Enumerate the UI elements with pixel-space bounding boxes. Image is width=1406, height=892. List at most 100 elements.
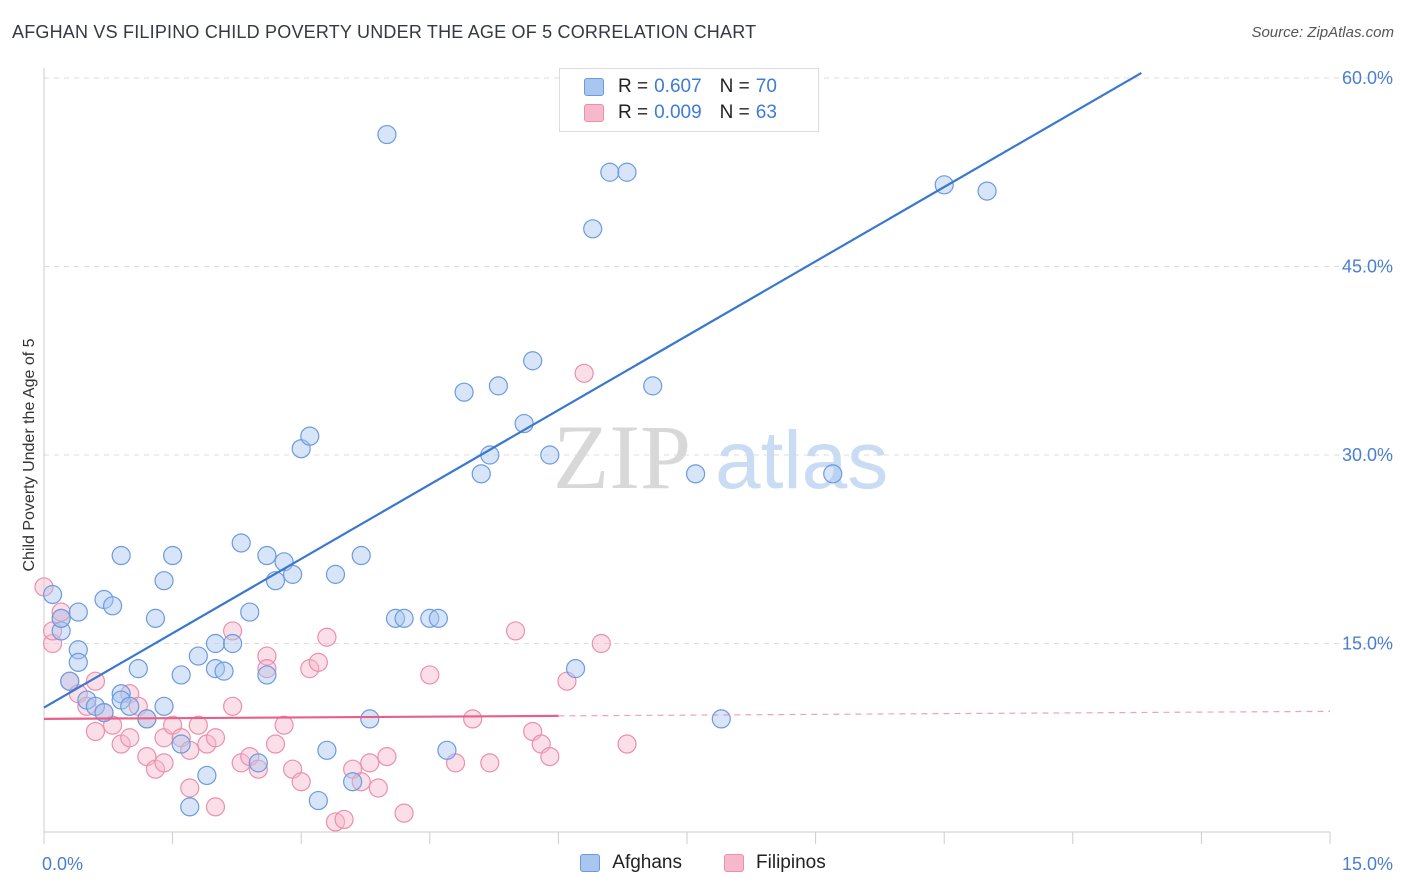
- filipino-point: [85, 721, 106, 742]
- afghan-point: [240, 602, 260, 622]
- filipino-point: [334, 809, 354, 830]
- afghan-point: [428, 608, 448, 628]
- filipino-point: [248, 759, 268, 779]
- afghan-point: [197, 765, 217, 786]
- filipino-point: [420, 665, 440, 685]
- afghan-point: [68, 602, 88, 622]
- tick-labels: 15.0% 30.0% 45.0% 60.0% 0.0% 15.0%: [42, 68, 1393, 874]
- afghan-point: [685, 464, 706, 484]
- axes: [43, 68, 1331, 844]
- afghan-point: [231, 533, 251, 553]
- afghan-point: [823, 464, 843, 484]
- afghan-point: [471, 464, 491, 484]
- filipino-point: [360, 753, 380, 773]
- afghan-point: [188, 646, 208, 666]
- filipino-trendline: [43, 714, 559, 721]
- afghan-point: [205, 633, 226, 654]
- afghan-point: [214, 661, 234, 681]
- filipino-point: [180, 778, 200, 798]
- afghan-point: [145, 608, 166, 628]
- watermark-zip: ZIP: [553, 406, 691, 508]
- afghan-point: [42, 584, 63, 605]
- y-tick-label: 30.0%: [1342, 445, 1393, 465]
- legend-row-afghans: R = 0.607 N = 70: [584, 75, 777, 99]
- filipino-trendline-extension: [558, 710, 1331, 717]
- afghan-point: [488, 376, 508, 396]
- afghan-point: [325, 564, 346, 584]
- filipino-point: [377, 746, 397, 767]
- afghan-point: [394, 608, 414, 628]
- afghan-point: [51, 608, 71, 628]
- filipino-swatch: [584, 104, 604, 122]
- afghan-point: [617, 162, 637, 182]
- filipino-point: [120, 728, 140, 748]
- series-legend: Afghans Filipinos: [0, 852, 1406, 874]
- afghan-point: [711, 709, 731, 729]
- afghan-swatch: [580, 854, 601, 872]
- afghan-point: [600, 162, 620, 182]
- afghan-point: [257, 665, 277, 685]
- legend-r-label: R =: [618, 76, 649, 97]
- legend-r-value: 0.009: [654, 102, 702, 123]
- afghan-point: [94, 703, 114, 723]
- afghan-point: [360, 709, 380, 729]
- x-tick-label: 15.0%: [1342, 854, 1393, 874]
- filipino-point: [188, 715, 208, 735]
- legend-r-label: R =: [618, 102, 649, 123]
- filipino-point: [617, 734, 637, 754]
- filipino-point: [265, 734, 286, 754]
- watermark: ZIP atlas: [553, 406, 888, 508]
- afghan-point: [154, 571, 174, 591]
- correlation-legend: R = 0.607 N = 70 R = 0.009 N = 63: [559, 68, 819, 132]
- x-tick-label: 0.0%: [42, 854, 83, 874]
- filipino-point: [317, 627, 337, 647]
- legend-afghans-label: Afghans: [612, 852, 683, 873]
- afghan-point: [643, 376, 663, 396]
- afghan-point: [300, 426, 320, 446]
- afghan-point: [223, 633, 243, 654]
- afghan-point: [283, 564, 303, 584]
- filipino-point: [463, 709, 483, 729]
- afghan-point: [248, 753, 268, 773]
- legend-filipinos-label: Filipinos: [756, 852, 826, 873]
- filipino-point: [223, 696, 243, 716]
- afghan-point: [308, 790, 328, 811]
- filipino-swatch: [724, 854, 745, 872]
- afghan-point: [317, 740, 337, 760]
- y-axis-label: Child Poverty Under the Age of 5: [21, 338, 38, 571]
- y-tick-label: 45.0%: [1342, 257, 1393, 277]
- afghan-point: [60, 671, 80, 691]
- filipino-point: [480, 753, 500, 773]
- source-credit: Source: ZipAtlas.com: [1251, 24, 1394, 41]
- afghan-point: [565, 659, 586, 679]
- afghan-point: [154, 696, 174, 716]
- legend-r-value: 0.607: [654, 76, 702, 97]
- filipino-point: [154, 753, 174, 773]
- filipino-point: [368, 778, 388, 798]
- afghan-point: [540, 445, 560, 465]
- afghan-point: [437, 740, 457, 760]
- afghan-point: [583, 219, 603, 239]
- afghan-swatch: [584, 78, 604, 96]
- filipino-point: [205, 728, 226, 748]
- y-tick-label: 60.0%: [1342, 68, 1393, 88]
- filipino-point: [308, 652, 328, 672]
- legend-item-afghans[interactable]: Afghans: [580, 852, 682, 874]
- afghan-point: [454, 382, 474, 402]
- afghan-point: [163, 545, 183, 566]
- filipino-point: [394, 803, 414, 823]
- legend-n-value: 63: [755, 102, 777, 123]
- afghan-point: [102, 596, 123, 616]
- filipino-point: [591, 633, 611, 654]
- filipino-point: [85, 671, 106, 691]
- afghan-point: [977, 181, 997, 201]
- filipino-point: [540, 746, 560, 767]
- afghan-trendline: [43, 72, 1142, 709]
- legend-n-label: N =: [719, 102, 750, 123]
- legend-item-filipinos[interactable]: Filipinos: [724, 852, 826, 874]
- filipino-point: [574, 363, 594, 383]
- legend-n-value: 70: [755, 76, 777, 97]
- afghan-point: [120, 696, 140, 716]
- afghan-point: [257, 545, 277, 566]
